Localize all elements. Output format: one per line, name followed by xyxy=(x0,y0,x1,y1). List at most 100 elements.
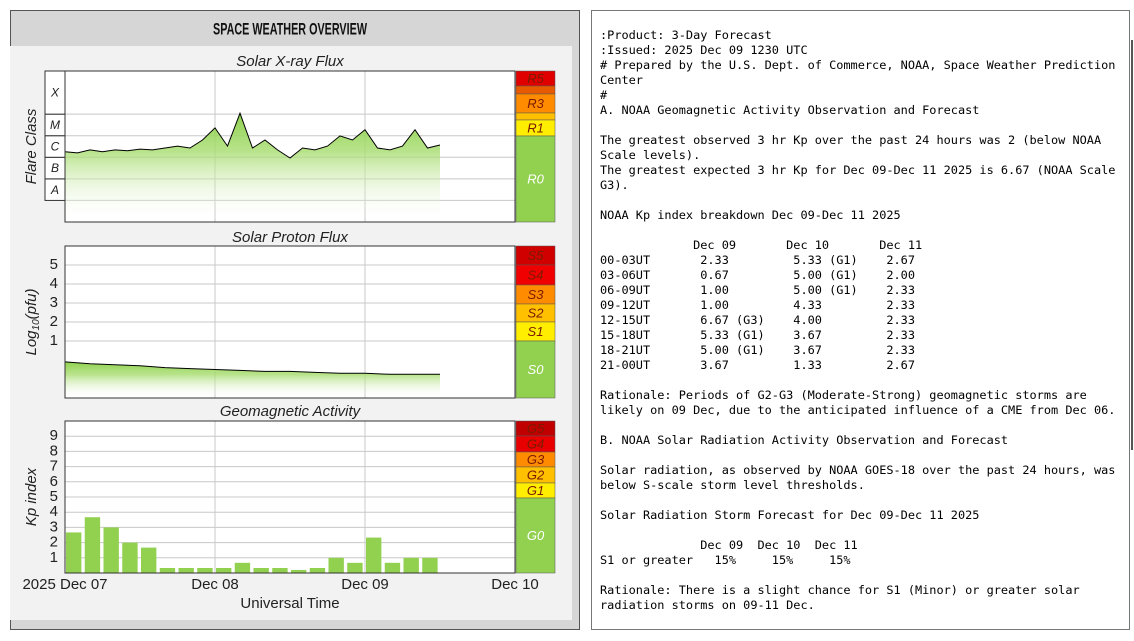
scale-band xyxy=(515,340,556,399)
plot-frame xyxy=(64,245,516,399)
scale-band xyxy=(515,497,556,574)
scale-label: G0 xyxy=(527,528,545,543)
y-tick-label: C xyxy=(51,140,60,154)
y-tick-label: 1 xyxy=(50,332,58,349)
y-tick-label: B xyxy=(51,161,59,175)
kp-bar xyxy=(253,567,269,573)
text-line: 06-09UT 1.00 5.00 (G1) 2.33 xyxy=(600,283,915,297)
paragraph: NOAA Kp index breakdown Dec 09-Dec 11 20… xyxy=(600,208,1129,223)
y-tick-label: 5 xyxy=(50,256,58,273)
text-line: The greatest expected 3 hr Kp for Dec 09… xyxy=(600,163,1116,177)
kp-bar xyxy=(328,557,344,573)
paragraph: The greatest observed 3 hr Kp over the p… xyxy=(600,133,1129,193)
text-line: G3). xyxy=(600,178,629,192)
kp-bar xyxy=(422,557,438,573)
y-tick-label: 4 xyxy=(50,503,58,520)
y-axis-label-part: Flare Class xyxy=(23,108,40,184)
paragraph: Dec 09 Dec 10 Dec 11 S1 or greater 15% 15… xyxy=(600,538,1129,568)
kp-bar xyxy=(291,569,307,573)
text-line: radiation storms on 09-11 Dec. xyxy=(600,598,815,612)
text-line: 21-00UT 3.67 1.33 2.67 xyxy=(600,358,915,372)
panel-title: SPACE WEATHER OVERVIEW xyxy=(213,19,368,38)
x-tick-label: Dec 09 xyxy=(341,576,389,593)
paragraph: Solar Radiation Storm Forecast for Dec 0… xyxy=(600,508,1129,523)
scale-label: G4 xyxy=(527,436,544,451)
paragraph: Dec 09 Dec 10 Dec 11 00-03UT 2.33 5.33 (G… xyxy=(600,238,1129,373)
kp-bar xyxy=(272,567,288,573)
text-line: 09-12UT 1.00 4.33 2.33 xyxy=(600,298,915,312)
y-tick-label: X xyxy=(50,86,60,100)
scale-label: S1 xyxy=(528,324,544,339)
y-axis-label: Log10(pfu) xyxy=(23,288,42,355)
x-axis-label: Universal Time xyxy=(240,595,339,612)
text-line: A. NOAA Geomagnetic Activity Observation… xyxy=(600,103,980,117)
paragraph: B. NOAA Solar Radiation Activity Observa… xyxy=(600,433,1129,448)
text-line: NOAA Kp index breakdown Dec 09-Dec 11 20… xyxy=(600,208,901,222)
x-tick-label: 2025 Dec 07 xyxy=(22,576,107,593)
x-tick-label: Dec 08 xyxy=(191,576,239,593)
scale-label: S4 xyxy=(528,267,544,282)
y-tick-label: A xyxy=(50,183,59,197)
paragraph: Rationale: There is a slight chance for … xyxy=(600,583,1129,613)
kp-bar xyxy=(122,542,138,573)
flux-area xyxy=(65,113,440,222)
text-line: The greatest observed 3 hr Kp over the p… xyxy=(600,133,1102,147)
y-axis-label: Flare Class xyxy=(23,108,40,184)
text-line: Solar radiation, as observed by NOAA GOE… xyxy=(600,463,1116,477)
scale-label: R3 xyxy=(527,96,544,111)
kp-bar xyxy=(141,547,157,573)
text-line: Center xyxy=(600,73,643,87)
scale-label: R0 xyxy=(527,171,544,186)
y-tick-label: 2 xyxy=(50,534,58,551)
scale-band xyxy=(515,135,556,223)
text-line: B. NOAA Solar Radiation Activity Observa… xyxy=(600,433,1009,447)
scale-label: G2 xyxy=(527,467,545,482)
paragraph: Solar radiation, as observed by NOAA GOE… xyxy=(600,463,1129,493)
forecast-body: :Product: 3-Day Forecast:Issued: 2025 De… xyxy=(592,11,1129,613)
y-axis-label-part: (pfu) xyxy=(23,288,40,319)
kp-bar xyxy=(197,567,213,573)
text-line: Dec 09 Dec 10 Dec 11 xyxy=(600,538,858,552)
flux-line xyxy=(64,111,441,159)
overview-panel: SPACE WEATHER OVERVIEW Solar X-ray Flux F… xyxy=(10,10,580,630)
scale-band xyxy=(515,112,556,121)
y-axis-label-part: Log xyxy=(23,330,40,356)
y-tick-label: 6 xyxy=(50,473,58,490)
scale-label: S5 xyxy=(528,248,545,263)
text-line: 00-03UT 2.33 5.33 (G1) 2.67 xyxy=(600,253,915,267)
scrollbar xyxy=(1131,40,1133,450)
scale-label: G3 xyxy=(527,452,545,467)
y-tick-label: 9 xyxy=(50,427,58,444)
text-line: Rationale: There is a slight chance for … xyxy=(600,583,1080,597)
kp-bar xyxy=(66,532,82,573)
text-line: S1 or greater 15% 15% 15% xyxy=(600,553,851,567)
y-tick-label: 2 xyxy=(50,313,58,330)
kp-bar xyxy=(216,567,232,573)
text-line: # xyxy=(600,88,608,102)
y-tick-label: 4 xyxy=(50,275,58,292)
text-line: 15-18UT 5.33 (G1) 3.67 2.33 xyxy=(600,328,915,342)
scale-label: S0 xyxy=(528,362,545,377)
text-line: :Product: 3-Day Forecast xyxy=(600,28,772,42)
kp-bar xyxy=(384,562,401,573)
kp-bar xyxy=(159,567,176,573)
text-line: likely on 09 Dec, due to the anticipated… xyxy=(600,403,1116,417)
y-tick-label: 7 xyxy=(50,458,58,475)
text-line: Dec 09 Dec 10 Dec 11 xyxy=(600,238,923,252)
y-tick-label: 8 xyxy=(50,442,58,459)
text-line: Solar Radiation Storm Forecast for Dec 0… xyxy=(600,508,980,522)
text-line: 12-15UT 6.67 (G3) 4.00 2.33 xyxy=(600,313,915,327)
text-line: 03-06UT 0.67 5.00 (G1) 2.00 xyxy=(600,268,915,282)
scale-label: R5 xyxy=(527,71,544,86)
scale-label: R1 xyxy=(527,120,544,135)
scale-label: S2 xyxy=(528,305,545,320)
paragraph: Rationale: Periods of G2-G3 (Moderate-St… xyxy=(600,388,1129,418)
text-line: 18-21UT 5.00 (G1) 3.67 2.33 xyxy=(600,343,915,357)
scale-label: S3 xyxy=(528,287,545,302)
kp-bar xyxy=(234,562,251,573)
kp-bar xyxy=(309,567,326,573)
plot-frame xyxy=(64,420,516,574)
chart-title: Geomagnetic Activity xyxy=(220,403,362,420)
chart-title: Solar Proton Flux xyxy=(232,229,348,246)
